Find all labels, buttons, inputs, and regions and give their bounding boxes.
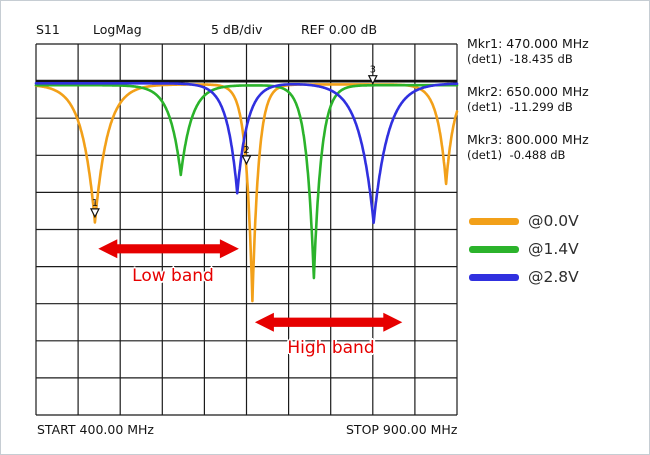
marker1-readout: Mkr1: 470.000 MHz (det1) -18.435 dB — [467, 36, 589, 66]
ref-level-label: REF 0.00 dB — [301, 22, 378, 37]
legend-item-0v: @0.0V — [469, 207, 579, 235]
low-band-label: Low band — [132, 266, 214, 286]
grid — [35, 43, 458, 416]
marker-3-number: 3 — [370, 65, 376, 76]
marker-1-triangle — [89, 208, 100, 219]
trace-@1.4V — [34, 83, 459, 280]
marker1-frequency: Mkr1: 470.000 MHz — [467, 36, 589, 51]
legend-label-2-8v: @2.8V — [528, 268, 579, 286]
marker3-value: (det1) -0.488 dB — [467, 147, 566, 162]
trace-format-label: LogMag — [93, 22, 142, 37]
trace-@2.8V — [34, 82, 459, 225]
legend: @0.0V @1.4V @2.8V — [469, 207, 579, 291]
scale-per-div-label: 5 dB/div — [211, 22, 263, 37]
marker2-frequency: Mkr2: 650.000 MHz — [467, 84, 589, 99]
marker-2-triangle — [241, 155, 252, 166]
marker-1-number: 1 — [92, 198, 98, 209]
marker-readout-panel: Mkr1: 470.000 MHz (det1) -18.435 dB Mkr2… — [467, 36, 589, 182]
band-arrow-high — [254, 312, 403, 332]
legend-item-1-4v: @1.4V — [469, 235, 579, 263]
legend-swatch-1-4v — [469, 245, 519, 253]
legend-swatch-0v — [469, 217, 519, 225]
start-frequency-label: START 400.00 MHz — [37, 422, 154, 437]
marker2-value: (det1) -11.299 dB — [467, 99, 573, 114]
legend-swatch-2-8v — [469, 273, 519, 281]
legend-label-0v: @0.0V — [528, 212, 579, 230]
marker-2-number: 2 — [243, 145, 249, 156]
marker3-readout: Mkr3: 800.000 MHz (det1) -0.488 dB — [467, 132, 589, 162]
high-band-label: High band — [287, 338, 375, 358]
marker-3-triangle — [367, 75, 378, 86]
band-arrow-low — [98, 239, 239, 259]
trace-name-label: S11 — [36, 22, 60, 37]
stop-frequency-label: STOP 900.00 MHz — [346, 422, 458, 437]
legend-label-1-4v: @1.4V — [528, 240, 579, 258]
legend-item-2-8v: @2.8V — [469, 263, 579, 291]
marker1-value: (det1) -18.435 dB — [467, 51, 573, 66]
marker2-readout: Mkr2: 650.000 MHz (det1) -11.299 dB — [467, 84, 589, 114]
marker3-frequency: Mkr3: 800.000 MHz — [467, 132, 589, 147]
